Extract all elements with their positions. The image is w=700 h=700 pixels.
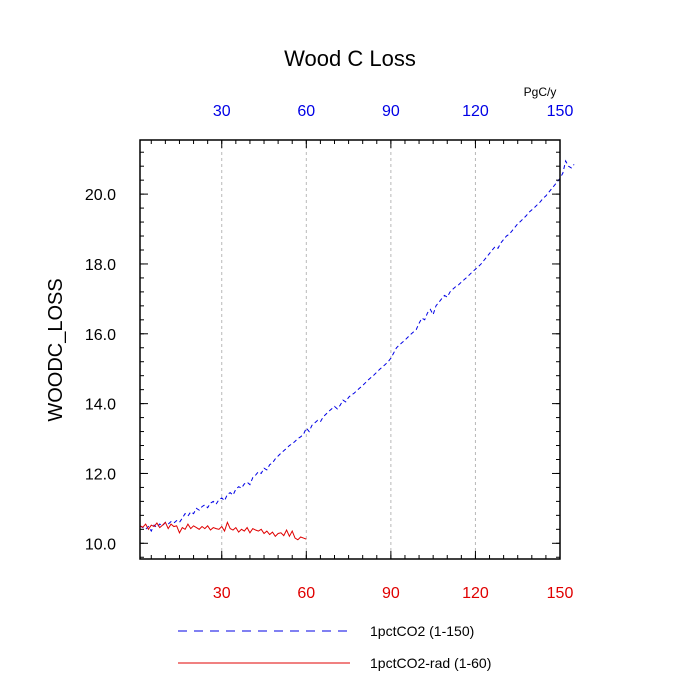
y-tick-label: 12.0 (85, 466, 116, 483)
axes: 30 30 60 60 90 90 120 120 150 150 10.0 12.0 14.0 16.0… (85, 103, 574, 602)
series-line-1pctco2-rad (139, 520, 307, 541)
x-tick-label-bottom: 150 (547, 585, 574, 602)
grid (221, 140, 561, 559)
x-tick-label-bottom: 60 (297, 585, 315, 602)
legend: 1pctCO2 (1-150) 1pctCO2-rad (1-60) (178, 623, 491, 671)
x-tick-label-top: 150 (547, 103, 574, 120)
x-tick-label-bottom: 30 (213, 585, 231, 602)
y-tick-label: 10.0 (85, 536, 116, 553)
x-tick-label-top: 30 (213, 103, 231, 120)
units-label: PgC/y (524, 85, 557, 99)
y-tick-label: 20.0 (85, 187, 116, 204)
y-tick-label: 14.0 (85, 397, 116, 414)
series-line-1pctco2 (139, 159, 575, 533)
y-tick-label: 16.0 (85, 327, 116, 344)
legend-label-1pctco2: 1pctCO2 (1-150) (370, 623, 474, 639)
x-tick-label-top: 90 (382, 103, 400, 120)
y-axis-label: WOODC_LOSS (45, 278, 67, 421)
x-tick-label-bottom: 120 (462, 585, 489, 602)
x-tick-label-bottom: 90 (382, 585, 400, 602)
plot-frame (139, 139, 561, 560)
x-tick-label-top: 60 (297, 103, 315, 120)
y-tick-label: 18.0 (85, 257, 116, 274)
legend-label-1pctco2-rad: 1pctCO2-rad (1-60) (370, 655, 491, 671)
plot-area (139, 159, 575, 541)
x-tick-label-top: 120 (462, 103, 489, 120)
chart-title: Wood C Loss (284, 46, 416, 71)
